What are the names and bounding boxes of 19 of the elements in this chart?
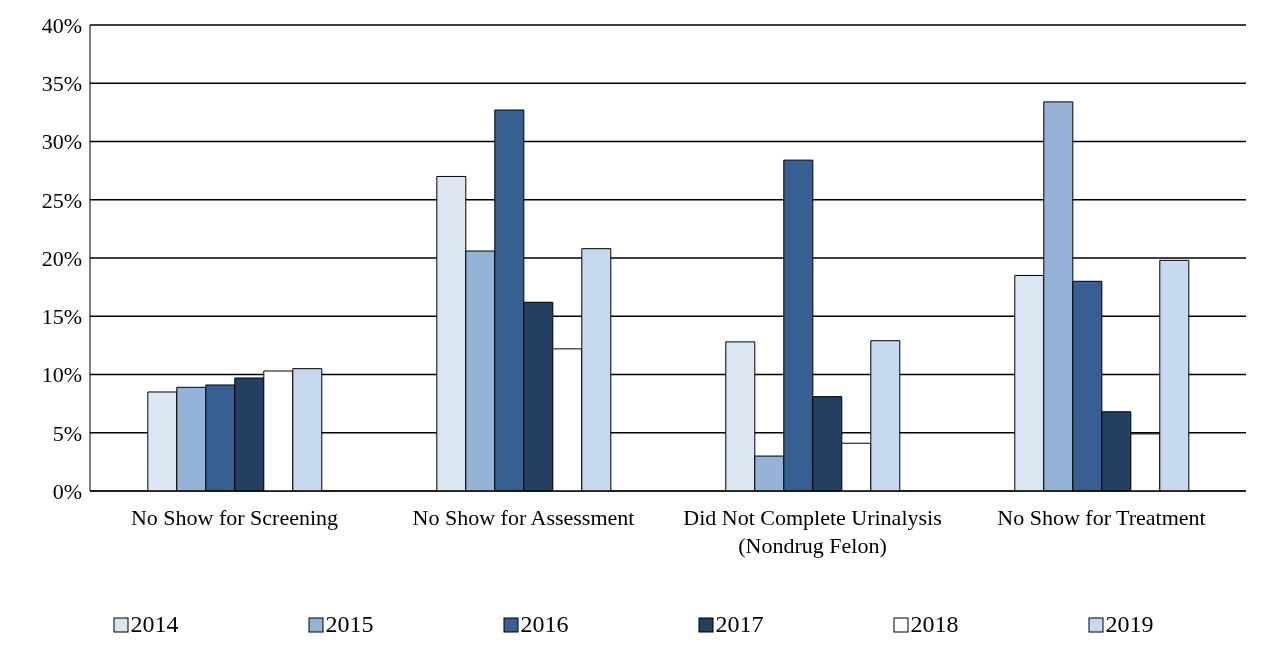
legend-label: 2015 (324, 611, 374, 638)
legend-label: 2014 (129, 611, 179, 638)
x-tick-label: Did Not Complete Urinalysis (Nondrug Felon) (683, 504, 942, 558)
y-tick-label: 30% (41, 129, 82, 155)
y-tick-label: 5% (52, 420, 82, 446)
legend-label: 2017 (714, 611, 764, 638)
y-tick-label: 40% (41, 12, 82, 38)
y-tick-label: 35% (41, 71, 82, 97)
x-tick-label: No Show for Screening (130, 504, 339, 530)
x-tick-label: No Show for Assessment (412, 504, 635, 530)
y-tick-label: 20% (41, 245, 82, 271)
legend-label: 2018 (909, 611, 959, 638)
legend-label: 2016 (519, 611, 569, 638)
y-tick-label: 15% (41, 304, 82, 330)
y-tick-label: 25% (41, 187, 82, 213)
legend-label: 2019 (1104, 611, 1154, 638)
y-tick-label: 0% (52, 478, 82, 504)
x-tick-label: No Show for Treatment (997, 504, 1206, 530)
y-tick-label: 10% (41, 362, 82, 388)
